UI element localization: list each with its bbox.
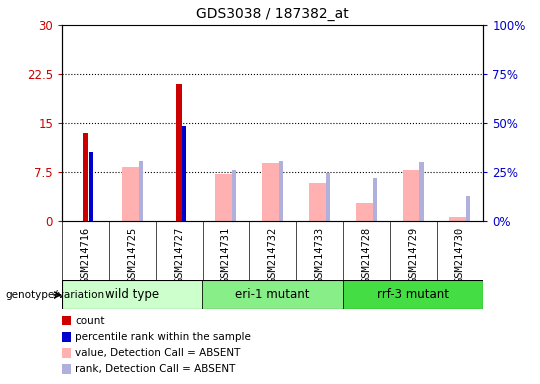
Text: GSM214730: GSM214730 <box>455 227 465 283</box>
Text: GSM214727: GSM214727 <box>174 227 184 283</box>
Text: GSM214728: GSM214728 <box>361 227 372 283</box>
Bar <box>262 163 283 221</box>
Bar <box>215 174 237 221</box>
Text: GSM214732: GSM214732 <box>268 227 278 283</box>
Bar <box>62 280 202 309</box>
Bar <box>122 167 143 221</box>
Bar <box>343 280 483 309</box>
Text: GSM214731: GSM214731 <box>221 227 231 283</box>
Text: eri-1 mutant: eri-1 mutant <box>235 288 310 301</box>
Bar <box>356 202 377 221</box>
Bar <box>139 161 143 221</box>
Bar <box>373 179 377 221</box>
Bar <box>182 126 186 221</box>
Bar <box>309 183 330 221</box>
Bar <box>403 170 423 221</box>
Text: value, Detection Call = ABSENT: value, Detection Call = ABSENT <box>75 348 240 358</box>
Text: GSM214725: GSM214725 <box>127 227 137 283</box>
Title: GDS3038 / 187382_at: GDS3038 / 187382_at <box>197 7 349 21</box>
Bar <box>232 170 237 221</box>
Text: wild type: wild type <box>105 288 159 301</box>
Bar <box>466 196 470 221</box>
Text: rrf-3 mutant: rrf-3 mutant <box>377 288 449 301</box>
Bar <box>83 133 89 221</box>
Text: GSM214733: GSM214733 <box>314 227 325 283</box>
Bar <box>279 161 283 221</box>
Text: genotype/variation: genotype/variation <box>5 290 105 300</box>
Text: count: count <box>75 316 105 326</box>
Bar <box>89 152 93 221</box>
Text: GSM214716: GSM214716 <box>80 227 91 283</box>
Bar <box>326 173 330 221</box>
Text: percentile rank within the sample: percentile rank within the sample <box>75 332 251 342</box>
Bar <box>202 280 343 309</box>
Bar <box>420 162 423 221</box>
Bar <box>176 84 182 221</box>
Bar <box>449 217 470 221</box>
Text: rank, Detection Call = ABSENT: rank, Detection Call = ABSENT <box>75 364 235 374</box>
Text: GSM214729: GSM214729 <box>408 227 418 283</box>
